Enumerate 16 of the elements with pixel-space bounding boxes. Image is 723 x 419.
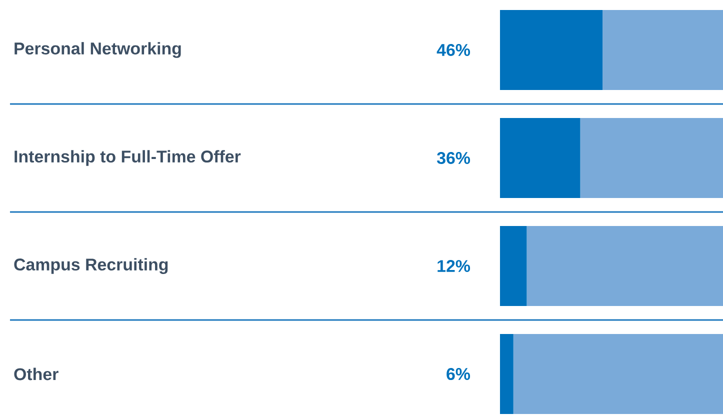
data-label: 46% xyxy=(436,44,470,56)
y-tick-label: Personal Networking xyxy=(14,42,181,58)
y-tick-label: Other xyxy=(14,368,58,380)
bar xyxy=(500,118,580,198)
data-label: 12% xyxy=(438,260,470,272)
bar xyxy=(500,226,527,306)
bar xyxy=(513,334,723,414)
bar xyxy=(580,118,723,198)
y-tick-label: Internship to Full-Time Offer xyxy=(14,150,241,166)
bar xyxy=(602,10,723,90)
bar xyxy=(500,334,514,414)
y-tick-label: Campus Recruiting xyxy=(14,258,168,274)
bar xyxy=(526,226,723,306)
bar xyxy=(500,10,603,90)
data-label: 6% xyxy=(446,368,470,380)
data-label: 36% xyxy=(436,152,470,164)
